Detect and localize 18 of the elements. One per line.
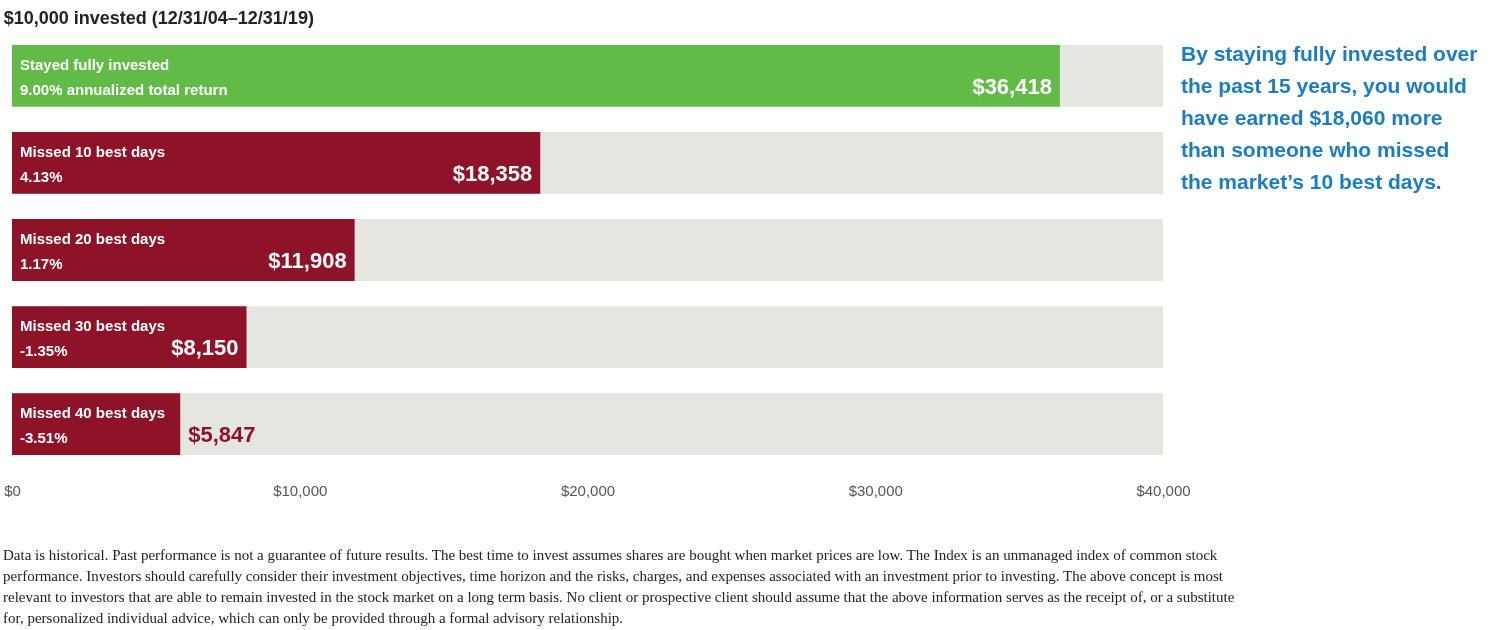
data-label: $8,150 [171, 334, 239, 360]
x-tick-label: $0 [4, 481, 21, 499]
data-label: $18,358 [452, 160, 533, 186]
x-tick-label: $30,000 [848, 481, 903, 499]
x-tick-label: $20,000 [560, 481, 616, 499]
data-label: $11,908 [268, 247, 347, 273]
category-label: Missed 20 best days 1.17% [20, 230, 166, 273]
chart-title: $10,000 invested (12/31/04–12/31/19) [3, 8, 314, 28]
category-label: Missed 10 best days 4.13% [20, 143, 166, 186]
x-tick-label: $10,000 [273, 481, 328, 499]
text: By staying fully invested over the past 15 years, you would have earned $18,060 more than someone who missed the market’s 10 best days. [1181, 41, 1479, 195]
x-tick-label: $40,000 [1136, 481, 1191, 499]
category-label: Stayed fully invested 9.00% annualized total return [20, 56, 228, 98]
text: Data is historical. Past performance is not a guarantee of future results. The best time to invest assumes shares are bought when market prices are low. The Index is an unmanaged index of common stock performance. Investors should carefully consider their investment objectives, time horizon and the risks, charges, and expenses associated with an investment prior to investing. The above concept is most relevant to investors that are able to remain invested in the stock market on a long term basis. No client or prospective client should assume that the above information serves as the receipt of, or a substitute for, personalized individual advice, which can only be provided through a formal advisory relationship. [3, 546, 1236, 628]
data-label: $36,418 [972, 73, 1052, 99]
data-label: $5,847 [188, 422, 256, 447]
category-label: Missed 40 best days -3.51% [20, 404, 166, 447]
category-label: Missed 30 best days -1.35% [20, 317, 166, 360]
